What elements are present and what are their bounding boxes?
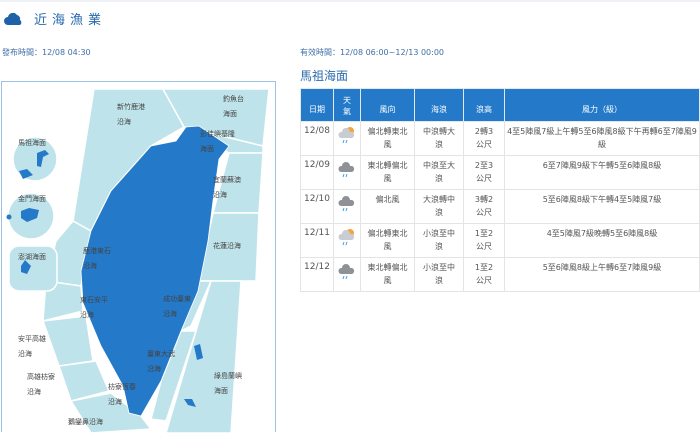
cell-wave: 小浪至中浪 [414, 223, 464, 258]
table-header: 日期 天氣 風向 海浪 浪高 風力（級） [300, 88, 700, 122]
label-fangliao: 枋寮恆春 沿海 [108, 383, 136, 406]
partly-cloudy-rain-icon [338, 229, 355, 246]
sea-area-map: 新竹鹿港 沿海 釣魚台 海面 彭佳嶼基隆 海面 宜蘭蘇澳 沿海 花蓮沿海 馬祖海面 金門… [1, 81, 276, 433]
label-dongshi: 東石安平 沿海 [80, 296, 108, 319]
cell-wind-dir: 偏北轉東北風 [360, 223, 415, 258]
cell-date: 12/09 [300, 155, 334, 190]
label-hsinchu: 新竹鹿港 沿海 [117, 103, 145, 126]
cell-wind-force: 4至5陣風7級晚轉5至6陣風8級 [504, 223, 700, 258]
cell-wind-force: 5至6陣風8級下午轉4至5陣風7級 [504, 189, 700, 224]
cell-wind-force: 4至5陣風7級上午轉5至6陣風8級下午再轉6至7陣風9級 [504, 121, 700, 156]
cell-wave: 大浪轉中浪 [414, 189, 464, 224]
forecast-table: 日期 天氣 風向 海浪 浪高 風力（級） 12/08 偏北轉東北風 中浪轉大浪 … [300, 88, 700, 292]
cloudy-rain-icon [338, 264, 355, 280]
cell-date: 12/12 [300, 257, 334, 292]
cloudy-rain-icon [338, 196, 355, 212]
label-diaoyutai: 釣魚台 海面 [223, 95, 244, 118]
table-row: 12/12 東北轉偏北風 小浪至中浪 1至2公尺 5至6陣風8級上午轉6至7陣風… [300, 257, 700, 292]
cloudy-rain-icon [338, 162, 355, 178]
cell-weather [333, 257, 361, 292]
cell-wave-height: 2至3公尺 [463, 155, 505, 190]
valid-time: 有效時間：12/08 06:00~12/13 00:00 [300, 48, 445, 57]
cell-weather [333, 189, 361, 224]
header-wave-height: 浪高 [463, 88, 505, 122]
cell-date: 12/10 [300, 189, 334, 224]
issued-time: 發布時間：12/08 04:30 [2, 48, 91, 57]
cloud-icon [4, 12, 22, 25]
page-title: 近海漁業 [4, 9, 106, 28]
cell-weather [333, 155, 361, 190]
cell-wind-force: 5至6陣風8級上午轉6至7陣風9級 [504, 257, 700, 292]
label-lugang: 鹿港東石 沿海 [83, 247, 111, 270]
label-ludao: 綠島蘭嶼 海面 [214, 372, 242, 395]
cell-date: 12/08 [300, 121, 334, 156]
cell-weather [333, 121, 361, 156]
cell-wave: 中浪轉大浪 [414, 121, 464, 156]
label-chenggong: 成功臺東 沿海 [163, 295, 191, 318]
table-row: 12/10 偏北風 大浪轉中浪 3轉2公尺 5至6陣風8級下午轉4至5陣風7級 [300, 189, 700, 224]
label-pengjia: 彭佳嶼基隆 海面 [200, 130, 235, 153]
cell-wind-dir: 東北轉偏北風 [360, 257, 415, 292]
cell-weather [333, 223, 361, 258]
zone-ludao[interactable] [165, 280, 242, 433]
zone-dongshi[interactable] [42, 280, 84, 322]
label-kaohsiung: 高雄枋寮 沿海 [27, 373, 55, 396]
zone-anping[interactable] [41, 315, 94, 367]
table-row: 12/08 偏北轉東北風 中浪轉大浪 2轉3公尺 4至5陣風7級上午轉5至6陣風… [300, 121, 700, 156]
label-hualien: 花蓮沿海 [213, 242, 241, 250]
label-penghu: 澎湖海面 [18, 253, 46, 261]
label-matsu: 馬祖海面 [18, 139, 46, 147]
taiwan-island [80, 125, 230, 417]
cell-wave-height: 3轉2公尺 [463, 189, 505, 224]
label-eluanbi: 鵝鑾鼻沿海 [68, 418, 103, 426]
zone-fangliao[interactable] [69, 392, 153, 433]
partly-cloudy-rain-icon [338, 127, 355, 144]
zone-penghu[interactable] [8, 245, 58, 292]
table-row: 12/09 東北轉偏北風 中浪至大浪 2至3公尺 6至7陣風9級下午轉5至6陣風… [300, 155, 700, 190]
cell-wind-force: 6至7陣風9級下午轉5至6陣風8級 [504, 155, 700, 190]
zone-kaohsiung[interactable] [57, 360, 111, 402]
cell-wind-dir: 偏北風 [360, 189, 415, 224]
header-wind-force: 風力（級） [504, 88, 700, 122]
cell-wave-height: 1至2公尺 [463, 223, 505, 258]
cell-wind-dir: 偏北轉東北風 [360, 121, 415, 156]
header-wave: 海浪 [414, 88, 464, 122]
label-taitung: 臺東大武 沿海 [147, 350, 175, 373]
region-title: 馬祖海面 [300, 69, 349, 83]
title-text: 近海漁業 [34, 13, 107, 28]
cell-wave: 中浪至大浪 [414, 155, 464, 190]
label-yilan: 宜蘭蘇澳 沿海 [213, 176, 241, 199]
header-wind-dir: 風向 [360, 88, 415, 122]
cell-wave: 小浪至中浪 [414, 257, 464, 292]
cell-wave-height: 1至2公尺 [463, 257, 505, 292]
table-row: 12/11 偏北轉東北風 小浪至中浪 1至2公尺 4至5陣風7級晚轉5至6陣風8… [300, 223, 700, 258]
cell-wave-height: 2轉3公尺 [463, 121, 505, 156]
header-weather: 天氣 [333, 88, 361, 122]
label-anping: 安平高雄 沿海 [18, 335, 46, 358]
top-divider [0, 0, 700, 2]
cell-wind-dir: 東北轉偏北風 [360, 155, 415, 190]
cell-date: 12/11 [300, 223, 334, 258]
label-kinmen: 金門海面 [18, 195, 46, 203]
header-date: 日期 [300, 88, 334, 122]
